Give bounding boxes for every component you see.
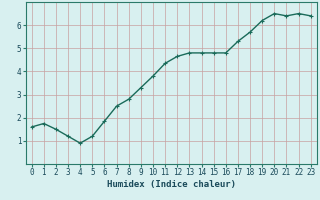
X-axis label: Humidex (Indice chaleur): Humidex (Indice chaleur) [107, 180, 236, 189]
